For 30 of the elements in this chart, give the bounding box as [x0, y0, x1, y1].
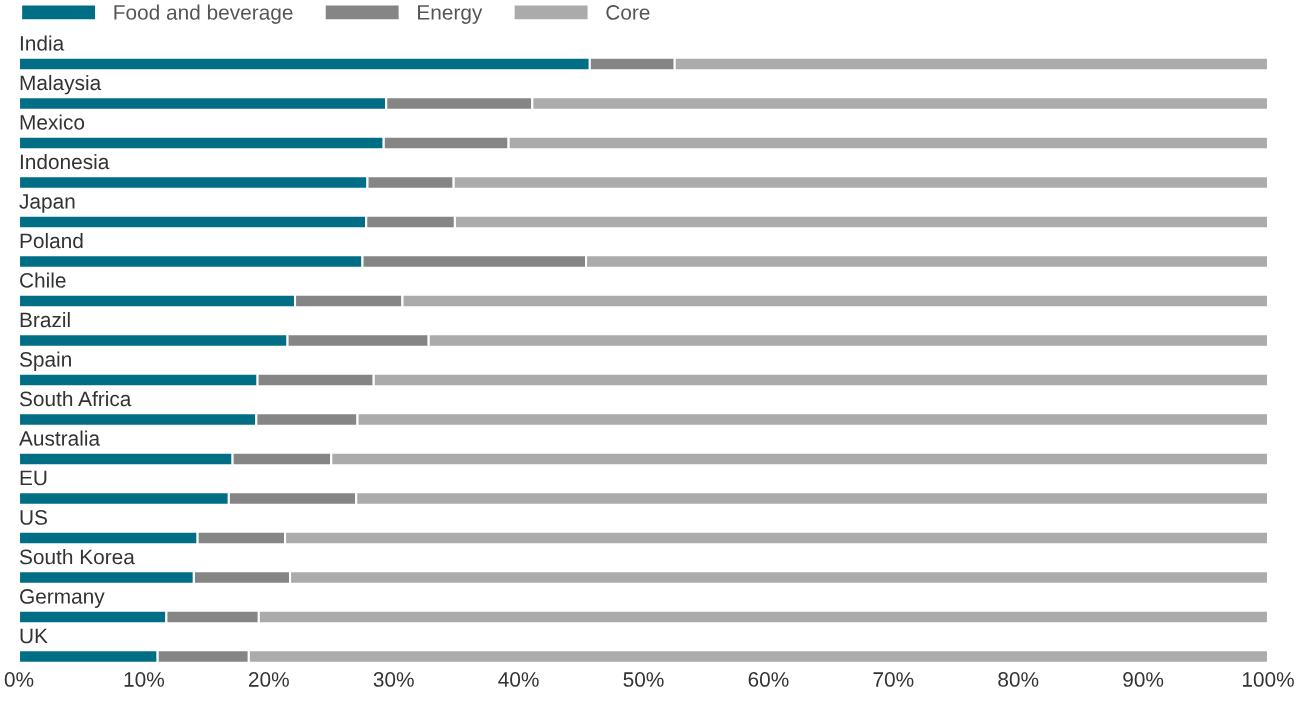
y-tick-label: Australia [19, 430, 101, 446]
x-tick-label: 100% [1242, 672, 1294, 687]
x-tick-label: 0% [4, 672, 34, 687]
y-tick-label: Poland [20, 232, 83, 249]
y-tick-label: UK [20, 628, 48, 644]
x-tick-label: 30% [373, 672, 414, 687]
x-tick-label: 20% [249, 672, 289, 687]
y-tick-label: Malaysia [20, 74, 102, 95]
x-tick-label: 90% [1123, 672, 1164, 687]
y-tick-label: Indonesia [20, 153, 110, 170]
y-tick-label: Chile [20, 272, 66, 288]
y-tick-label: India [20, 35, 65, 51]
y-tick-label: US [20, 510, 47, 525]
y-tick-label: Japan [19, 194, 75, 213]
x-tick-label: 10% [124, 672, 165, 687]
legend-label: Food and beverage [114, 4, 293, 24]
legend-label: Core [606, 5, 650, 20]
x-tick-label: 80% [998, 672, 1039, 687]
y-tick-label: EU [20, 470, 47, 486]
y-tick-label: Spain [19, 351, 71, 371]
x-tick-label: 70% [873, 672, 914, 687]
y-tick-label: Germany [20, 589, 105, 608]
x-tick-label: 60% [748, 672, 789, 687]
x-tick-label: 50% [623, 672, 664, 687]
y-tick-label: South Africa [19, 390, 132, 407]
y-tick-label: South Korea [19, 549, 135, 565]
x-tick-label: 40% [498, 672, 539, 687]
legend-label: Energy [418, 5, 483, 24]
y-tick-label: Brazil [20, 311, 70, 328]
y-tick-label: Mexico [20, 114, 85, 130]
